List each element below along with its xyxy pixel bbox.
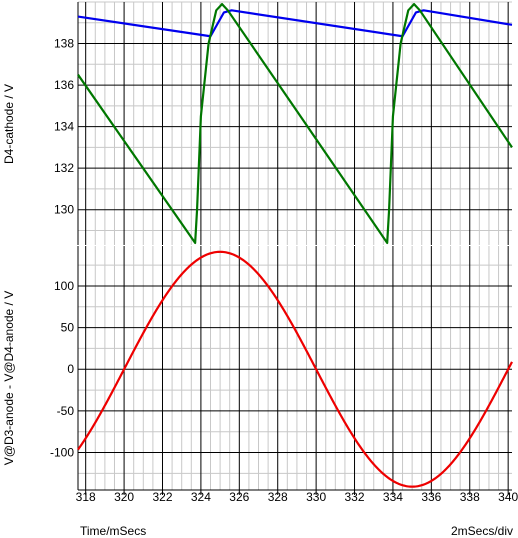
top-panel: 130 132 134 136 138 <box>54 1 513 245</box>
bottom-panel: -100 -50 0 50 100 <box>50 246 513 490</box>
y-tick-label: 132 <box>54 161 74 175</box>
y-axis-label-top: D4-cathode / V <box>2 84 16 164</box>
y-tick-label: -50 <box>57 404 75 418</box>
x-tick-label: 332 <box>345 490 365 504</box>
y-tick-label: 138 <box>54 37 74 51</box>
y-tick-label: 136 <box>54 78 74 92</box>
series-line-0-0 <box>77 9 513 38</box>
y-tick-label: 130 <box>54 203 74 217</box>
y-tick-label: 100 <box>54 279 74 293</box>
x-tick-label: 318 <box>76 490 96 504</box>
x-tick-label: 330 <box>306 490 326 504</box>
x-axis-label: Time/mSecs <box>80 524 147 538</box>
x-tick-label: 326 <box>229 490 249 504</box>
x-tick-labels: 318 320 322 324 326 328 330 332 334 336 338 340 <box>76 489 518 504</box>
x-tick-label: 334 <box>383 490 403 504</box>
x-tick-label: 336 <box>421 490 441 504</box>
y-tick-label: 50 <box>61 321 75 335</box>
x-tick-label: 322 <box>152 490 172 504</box>
y-tick-label: -100 <box>50 446 74 460</box>
x-tick-label: 320 <box>114 490 134 504</box>
x-tick-label: 338 <box>460 490 480 504</box>
y-tick-label: 0 <box>67 362 74 376</box>
time-per-div-label: 2mSecs/div <box>450 524 513 538</box>
x-tick-label: 328 <box>268 490 288 504</box>
y-tick-label: 134 <box>54 120 74 134</box>
x-tick-label: 324 <box>191 490 211 504</box>
series-line-1-0 <box>77 250 513 488</box>
series-line-0-1 <box>77 2 513 245</box>
x-tick-label: 340 <box>498 490 518 504</box>
y-axis-label-bottom: V@D3-anode - V@D4-anode / V <box>2 291 16 465</box>
